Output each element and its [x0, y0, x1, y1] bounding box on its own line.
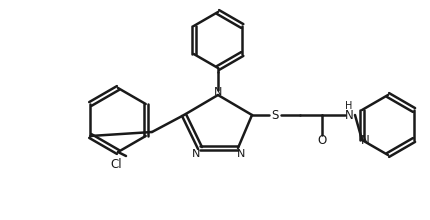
Text: O: O [316, 134, 326, 147]
Text: N: N [213, 87, 222, 97]
Text: Cl: Cl [110, 158, 122, 170]
Text: N: N [191, 149, 200, 159]
Text: N: N [344, 108, 353, 121]
Text: N: N [360, 134, 369, 147]
Text: N: N [236, 149, 245, 159]
Text: H: H [344, 101, 352, 111]
Text: S: S [270, 108, 278, 121]
